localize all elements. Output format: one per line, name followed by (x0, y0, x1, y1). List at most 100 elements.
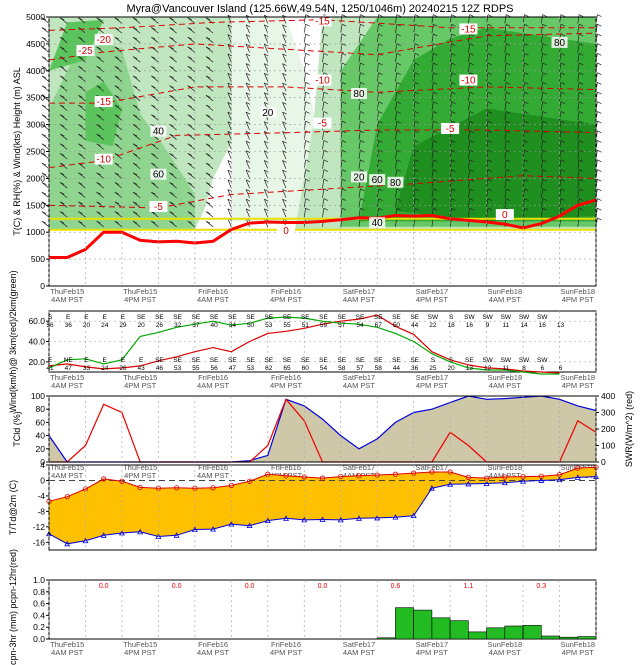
wind-barb-flag (227, 92, 232, 95)
wind-barb (282, 24, 287, 34)
wind-barb-flag (396, 159, 401, 163)
wind-barb (504, 72, 507, 82)
wind-barb-flag (560, 72, 566, 75)
wind-barb-flag (227, 63, 232, 66)
time-tick-hour-label: 4PM PST (270, 381, 303, 390)
wind-barb (395, 101, 398, 111)
wind-barb-flag (114, 17, 120, 21)
wind-barb-flag (469, 169, 474, 172)
wind-3km-speed: 16 (466, 322, 474, 329)
time-tick-day-label: SunFeb18 (560, 463, 595, 472)
wind-barb-flag (597, 188, 602, 192)
wind-barb-flag (396, 140, 401, 143)
time-tick-day-label: SatFeb17 (343, 287, 376, 296)
wind-barb-flag (360, 140, 365, 143)
time-tick-day-label: SunFeb18 (560, 373, 595, 382)
wind-3km-speed: 67 (375, 322, 383, 329)
wind-2km-speed: 60 (302, 365, 310, 372)
temperature-marker (319, 475, 326, 481)
wind-barb-flag (41, 56, 47, 59)
wind-barb (468, 179, 471, 189)
wind-2km-direction: SE (192, 357, 201, 364)
wind-barb (245, 140, 250, 150)
wind-barb (504, 179, 507, 189)
wind-barb-flag (60, 17, 65, 21)
wind-barb-flag (96, 17, 101, 21)
wind-barb-flag (524, 82, 529, 85)
wind-3km-direction: SE (410, 314, 419, 321)
wind-barb-flag (341, 140, 347, 143)
wind-barb-flag (451, 43, 456, 46)
wind-2km-line (48, 316, 560, 375)
dewpoint-marker (155, 533, 162, 539)
wind-barb-flag (60, 162, 65, 166)
wind-barb-flag (60, 104, 65, 108)
dewpoint-marker (264, 517, 271, 524)
wind-barb-flag (323, 91, 329, 95)
wind-barb-flag (487, 101, 493, 105)
wind-barb-flag (469, 52, 474, 56)
wind-barb-flag (323, 198, 329, 201)
wind-barb-flag (506, 149, 511, 153)
wind-barb-flag (305, 43, 310, 46)
wind-3km-direction: SE (155, 314, 164, 321)
wind-barb-flag (597, 198, 602, 201)
wind-barb-flag (560, 120, 566, 124)
wind-barb (540, 188, 543, 198)
wind-3km-direction: S (48, 314, 53, 321)
wind-barb (303, 24, 306, 34)
wind-barb-flag (282, 121, 287, 125)
time-tick-hour-label: 4PM PST (124, 295, 157, 304)
wind-barb (504, 43, 507, 53)
wind-barb (263, 73, 269, 82)
wind-barb (227, 208, 232, 218)
wind-barb-flag (187, 172, 192, 176)
wind-barb (322, 140, 325, 150)
wind-barb-flag (341, 178, 347, 182)
wind-barb-flag (205, 75, 211, 79)
wind-2km-direction: E (139, 357, 144, 364)
wind-barb (413, 62, 416, 72)
precip-12hr-label: 0.0 (318, 583, 328, 590)
wind-barb (504, 150, 507, 160)
wind-barb-flag (451, 169, 456, 172)
wind-3km-speed: 26 (156, 322, 164, 329)
y-axis-label: T/Td@2m (C) (8, 480, 18, 535)
wind-barb (322, 208, 325, 218)
wind-barb-flag (132, 182, 138, 185)
wind-barb-flag (205, 17, 211, 21)
wind-barb-flag (187, 162, 192, 166)
wind-2km-speed: 12 (484, 365, 492, 372)
wind-3km-speed: 13 (557, 322, 565, 329)
wind-barb-flag (305, 207, 310, 211)
wind-barb-flag (282, 72, 287, 76)
wind-barb-flag (282, 34, 287, 37)
wind-barb-flag (60, 211, 65, 214)
wind-barb-flag (469, 72, 474, 75)
wind-barb (504, 121, 507, 131)
wind-barb-flag (396, 33, 401, 37)
wind-barb (395, 150, 398, 160)
wind-barb-flag (305, 169, 310, 172)
wind-barb (431, 24, 434, 34)
precip-3hr-bar (540, 635, 560, 640)
wind-2km-speed: 11 (502, 365, 509, 372)
wind-barb-flag (597, 82, 602, 85)
wind-3km-direction: SW (428, 314, 439, 321)
wind-barb-flag (542, 62, 547, 66)
wind-3km-direction: SW (519, 314, 530, 321)
wind-3km-speed: 16 (539, 322, 547, 329)
wind-barb-flag (433, 14, 438, 17)
wind-barb-flag (578, 169, 584, 172)
wind-barb-flag (560, 188, 566, 192)
dewpoint-marker (82, 537, 89, 544)
wind-barb (504, 198, 507, 208)
wind-barb-flag (78, 191, 83, 195)
wind-barb (522, 179, 525, 189)
wind-3km-direction: SW (464, 314, 475, 321)
wind-barb-flag (378, 23, 383, 27)
wind-barb (227, 179, 232, 189)
